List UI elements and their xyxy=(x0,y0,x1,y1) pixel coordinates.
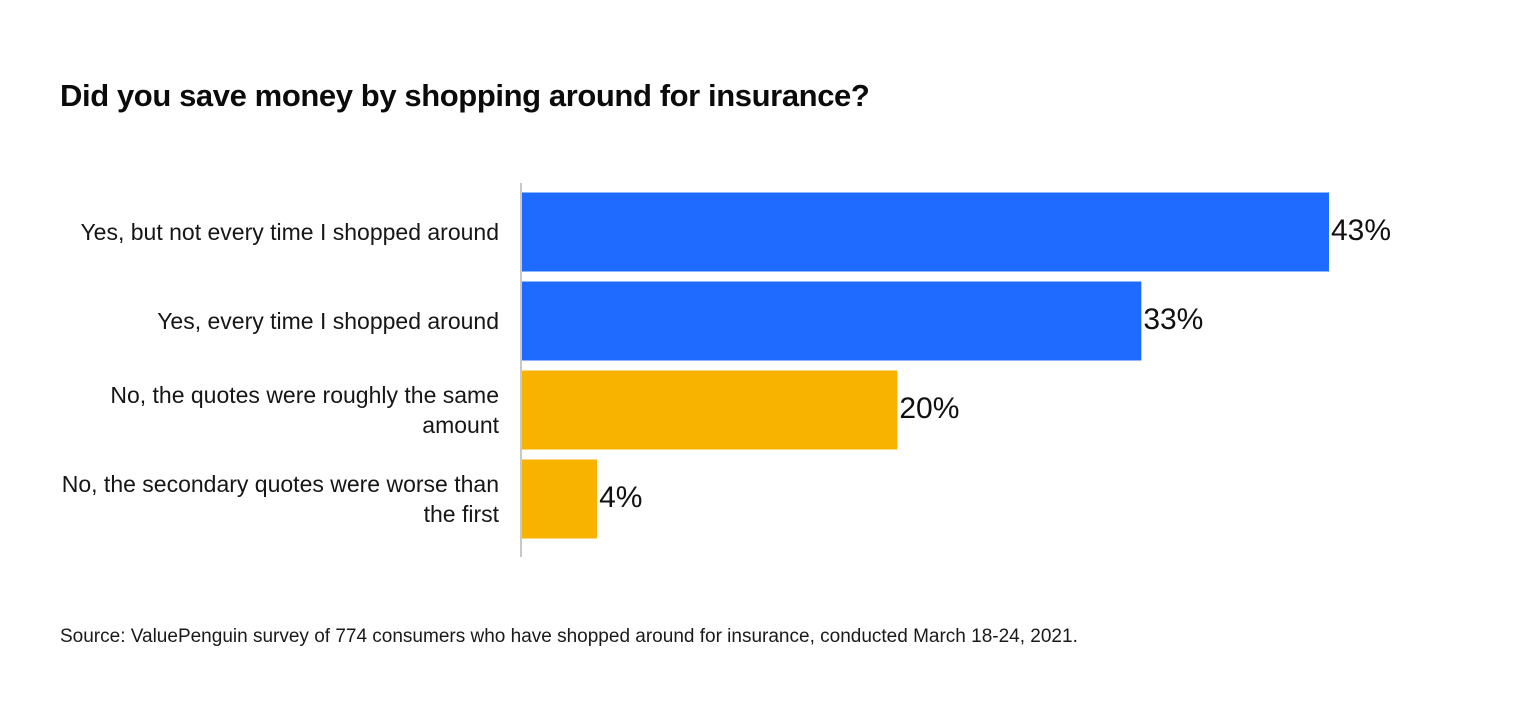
source-note: Source: ValuePenguin survey of 774 consu… xyxy=(60,626,1078,647)
bar-3 xyxy=(522,370,898,450)
bar-2 xyxy=(522,281,1142,361)
category-label-4: No, the secondary quotes were worse than… xyxy=(61,471,499,527)
bars-layer xyxy=(522,192,1329,539)
value-label-2: 33% xyxy=(1143,303,1203,336)
bar-1 xyxy=(522,192,1329,272)
chart-title: Did you save money by shopping around fo… xyxy=(60,78,870,113)
bar-4 xyxy=(522,459,598,539)
value-label-1: 43% xyxy=(1331,214,1391,247)
value-label-4: 4% xyxy=(599,481,642,514)
category-label-1: Yes, but not every time I shopped around xyxy=(80,219,499,245)
category-label-3: No, the quotes were roughly the same amo… xyxy=(110,382,499,438)
value-label-3: 20% xyxy=(899,392,959,425)
category-label-2: Yes, every time I shopped around xyxy=(157,308,499,334)
value-labels-layer: 43% 33% 20% 4% xyxy=(599,214,1391,514)
